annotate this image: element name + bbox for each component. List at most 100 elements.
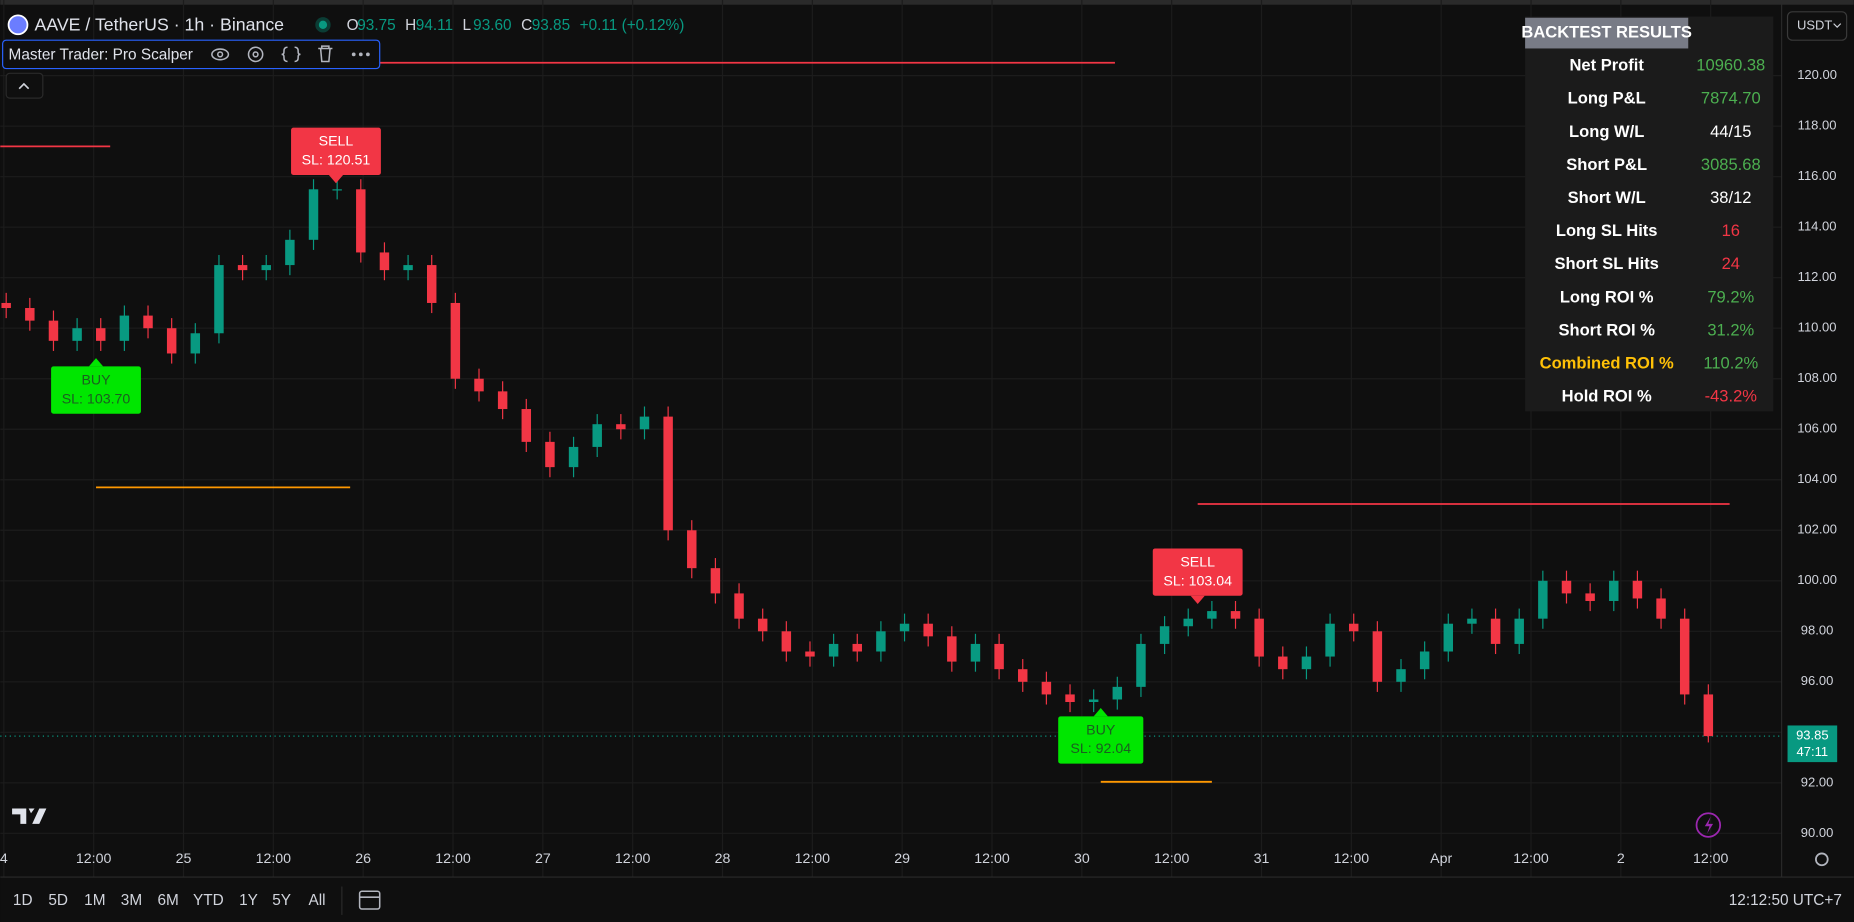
x-tick-label: 12:00 xyxy=(615,851,651,867)
market-status[interactable] xyxy=(315,17,331,33)
timeframe-button[interactable]: 1Y xyxy=(239,892,258,909)
candle-body xyxy=(923,623,933,637)
candles xyxy=(1,179,1714,743)
y-tick-label: 98.00 xyxy=(1801,623,1834,638)
last-price: 93.85 xyxy=(1796,728,1829,743)
eye-icon[interactable] xyxy=(211,48,230,61)
metric-label: Short SL Hits xyxy=(1554,254,1658,273)
timeframes: 1D 5D 1M 3M 6M YTD 1Y 5Y All xyxy=(13,892,326,909)
signal-pointer xyxy=(328,174,344,184)
signal: BUY SL: 92.04 xyxy=(1058,708,1144,764)
ohlc-value: 93.85 xyxy=(532,17,570,34)
signal: SELL SL: 103.04 xyxy=(1152,548,1243,605)
signal: BUY SL: 103.70 xyxy=(51,358,141,414)
alert-bolt xyxy=(1704,816,1714,834)
metric-label: Long W/L xyxy=(1569,122,1644,141)
settings-icon[interactable] xyxy=(247,46,264,63)
signal-pointer xyxy=(88,358,104,367)
candle-body xyxy=(214,265,224,334)
x-tick-label: 30 xyxy=(1074,851,1090,867)
candle-body xyxy=(1278,656,1288,670)
candle-body xyxy=(710,568,721,594)
ohlc: O93.75 H 94.11 L 93.60 C 93.85 +0.11 (+0.12%) xyxy=(347,17,685,34)
candle-body xyxy=(1467,618,1477,624)
timeframe-button[interactable]: All xyxy=(309,892,326,909)
timeframe-button[interactable]: 6M xyxy=(157,892,178,909)
signal-box xyxy=(1152,548,1243,596)
candle-body xyxy=(1301,656,1312,670)
timeframe-button[interactable]: YTD xyxy=(193,892,224,909)
y-tick-label: 118.00 xyxy=(1798,118,1837,133)
date-range-icon[interactable] xyxy=(358,890,381,910)
x-tick-label: 28 xyxy=(715,851,731,867)
candle-body xyxy=(1656,598,1666,619)
axes: 90.0092.0094.0096.0098.00100.00102.00104… xyxy=(0,67,1838,867)
symbol[interactable]: AAVE / TetherUS · 1h · Binance xyxy=(35,15,285,35)
metric-value: 7874.70 xyxy=(1701,89,1761,108)
tv-logo[interactable] xyxy=(12,808,47,824)
candle-body xyxy=(899,623,910,632)
x-tick-label: Apr xyxy=(1430,851,1452,867)
candle-body xyxy=(261,265,271,271)
y-tick-label: 90.00 xyxy=(1801,825,1834,840)
candle-body xyxy=(72,328,82,341)
settings-center xyxy=(252,51,259,58)
candle-body xyxy=(805,651,815,657)
candle-body xyxy=(828,643,839,657)
candle-body xyxy=(119,315,130,341)
metric-label: Net Profit xyxy=(1569,56,1644,75)
candle-body xyxy=(403,265,413,271)
clock[interactable]: 12:12:50 UTC+7 xyxy=(1729,892,1842,909)
signal-pointer xyxy=(1190,595,1205,605)
x-tick-label: 12:00 xyxy=(795,851,831,867)
candle-body xyxy=(332,189,342,191)
y-tick-label: 106.00 xyxy=(1797,421,1837,436)
candle-body xyxy=(1041,681,1052,695)
candle-body xyxy=(1183,618,1193,627)
timeframe-button[interactable]: 5D xyxy=(48,892,68,909)
candle-body xyxy=(356,189,366,253)
collapse-button[interactable] xyxy=(5,72,44,99)
timeframe-button[interactable]: 5Y xyxy=(272,892,291,909)
backtest-rows: Net Profit 10960.38 Long P&L 7874.70 Long W/… xyxy=(1540,56,1766,406)
candle-body xyxy=(474,378,484,392)
candle-body xyxy=(1088,699,1099,703)
timeframe-button[interactable]: 1M xyxy=(84,892,105,909)
ohlc-key: O xyxy=(347,17,359,34)
candle-body xyxy=(1703,694,1714,737)
signal-box xyxy=(51,366,141,414)
y-tick-label: 120.00 xyxy=(1797,67,1837,82)
metric-value: 31.2% xyxy=(1707,320,1754,339)
candle-body xyxy=(1561,580,1572,594)
candle-body xyxy=(1585,593,1595,601)
source-icon[interactable] xyxy=(281,46,301,63)
ohlc-key: C xyxy=(521,17,532,34)
candle-body xyxy=(308,189,319,240)
metric-value: -43.2% xyxy=(1705,387,1758,406)
backtest-title: BACKTEST RESULTS xyxy=(1521,22,1692,41)
candle-body xyxy=(1609,580,1619,601)
timeframe-button[interactable]: 3M xyxy=(121,892,142,909)
candle-body xyxy=(1,302,11,309)
axis-settings[interactable] xyxy=(1815,852,1829,867)
y-tick-label: 92.00 xyxy=(1801,774,1834,789)
signal-sl: SL: 103.04 xyxy=(1163,573,1232,589)
ohlc-value: 93.60 xyxy=(473,17,511,34)
x-tick-label: 12:00 xyxy=(256,851,292,867)
x-tick-label: 12:00 xyxy=(974,851,1010,867)
signal-side: SELL xyxy=(319,134,354,150)
candle-body xyxy=(663,416,673,531)
currency-button[interactable] xyxy=(1786,11,1848,41)
metric-label: Short W/L xyxy=(1568,188,1646,207)
timeframe-button[interactable]: 1D xyxy=(13,892,33,909)
candle-body xyxy=(497,391,508,410)
x-tick-label: 12:00 xyxy=(1693,851,1729,867)
dot xyxy=(358,52,363,57)
delete-icon[interactable] xyxy=(318,45,333,63)
more-icon[interactable] xyxy=(351,52,370,57)
collapse-icon xyxy=(18,82,30,90)
signal-sl: SL: 92.04 xyxy=(1070,741,1131,757)
alert-icon[interactable] xyxy=(1695,812,1722,838)
metric-label: Hold ROI % xyxy=(1562,387,1652,406)
